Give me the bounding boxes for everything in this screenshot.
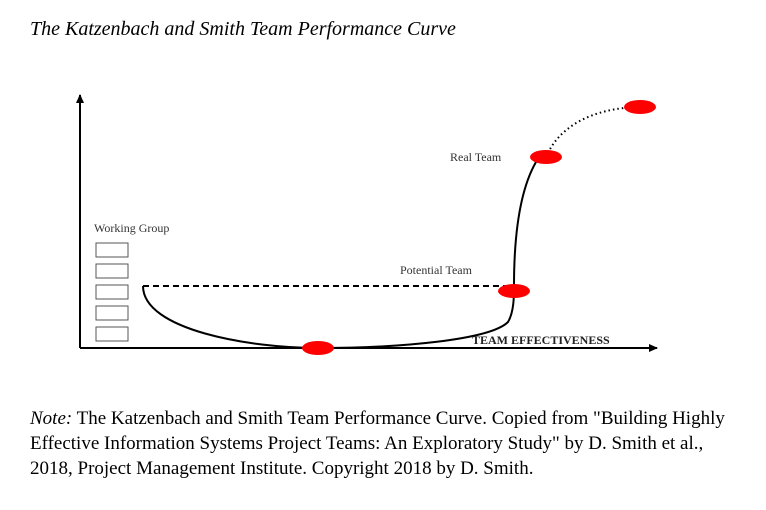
note-text: The Katzenbach and Smith Team Performanc… xyxy=(30,408,725,479)
pseudo-team-marker xyxy=(302,341,334,355)
x-axis-label: TEAM EFFECTIVENESS xyxy=(472,333,610,347)
working-group-box xyxy=(95,242,129,258)
figure-note: Note: The Katzenbach and Smith Team Perf… xyxy=(30,406,750,481)
working-group-boxes xyxy=(95,242,129,342)
high-performance-team-marker xyxy=(624,100,656,114)
working-group-box xyxy=(95,326,129,342)
figure-title: The Katzenbach and Smith Team Performanc… xyxy=(30,18,456,40)
working-group-box xyxy=(95,305,129,321)
note-lead: Note: xyxy=(30,408,73,429)
potential-team-label: Potential Team xyxy=(400,263,473,277)
dotted-extension-curve xyxy=(547,106,641,154)
performance-curve xyxy=(142,152,549,350)
performance-curve-diagram: Working Group Potential Team Real Team T… xyxy=(76,94,658,355)
working-group-box xyxy=(95,284,129,300)
working-group-box xyxy=(95,263,129,279)
real-team-label: Real Team xyxy=(450,150,502,164)
working-group-label: Working Group xyxy=(94,221,169,235)
real-team-marker xyxy=(530,150,562,164)
potential-team-marker xyxy=(498,284,530,298)
